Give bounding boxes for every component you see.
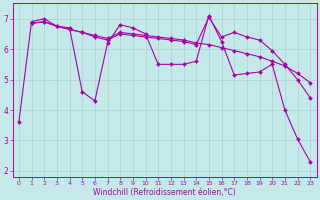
X-axis label: Windchill (Refroidissement éolien,°C): Windchill (Refroidissement éolien,°C) [93,188,236,197]
